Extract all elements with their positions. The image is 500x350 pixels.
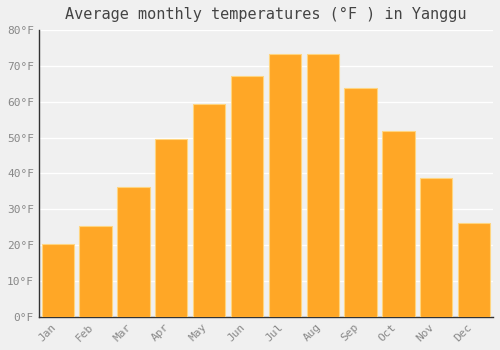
Bar	[420, 178, 452, 317]
Bar	[155, 139, 188, 317]
Bar	[80, 226, 112, 317]
Bar	[269, 55, 301, 317]
Bar	[382, 131, 414, 317]
Bar	[231, 76, 263, 317]
Bar	[458, 223, 490, 317]
Title: Average monthly temperatures (°F ) in Yanggu: Average monthly temperatures (°F ) in Ya…	[65, 7, 466, 22]
Bar	[344, 88, 376, 317]
Bar	[42, 244, 74, 317]
Bar	[306, 54, 339, 317]
Bar	[193, 104, 225, 317]
Bar	[118, 187, 150, 317]
